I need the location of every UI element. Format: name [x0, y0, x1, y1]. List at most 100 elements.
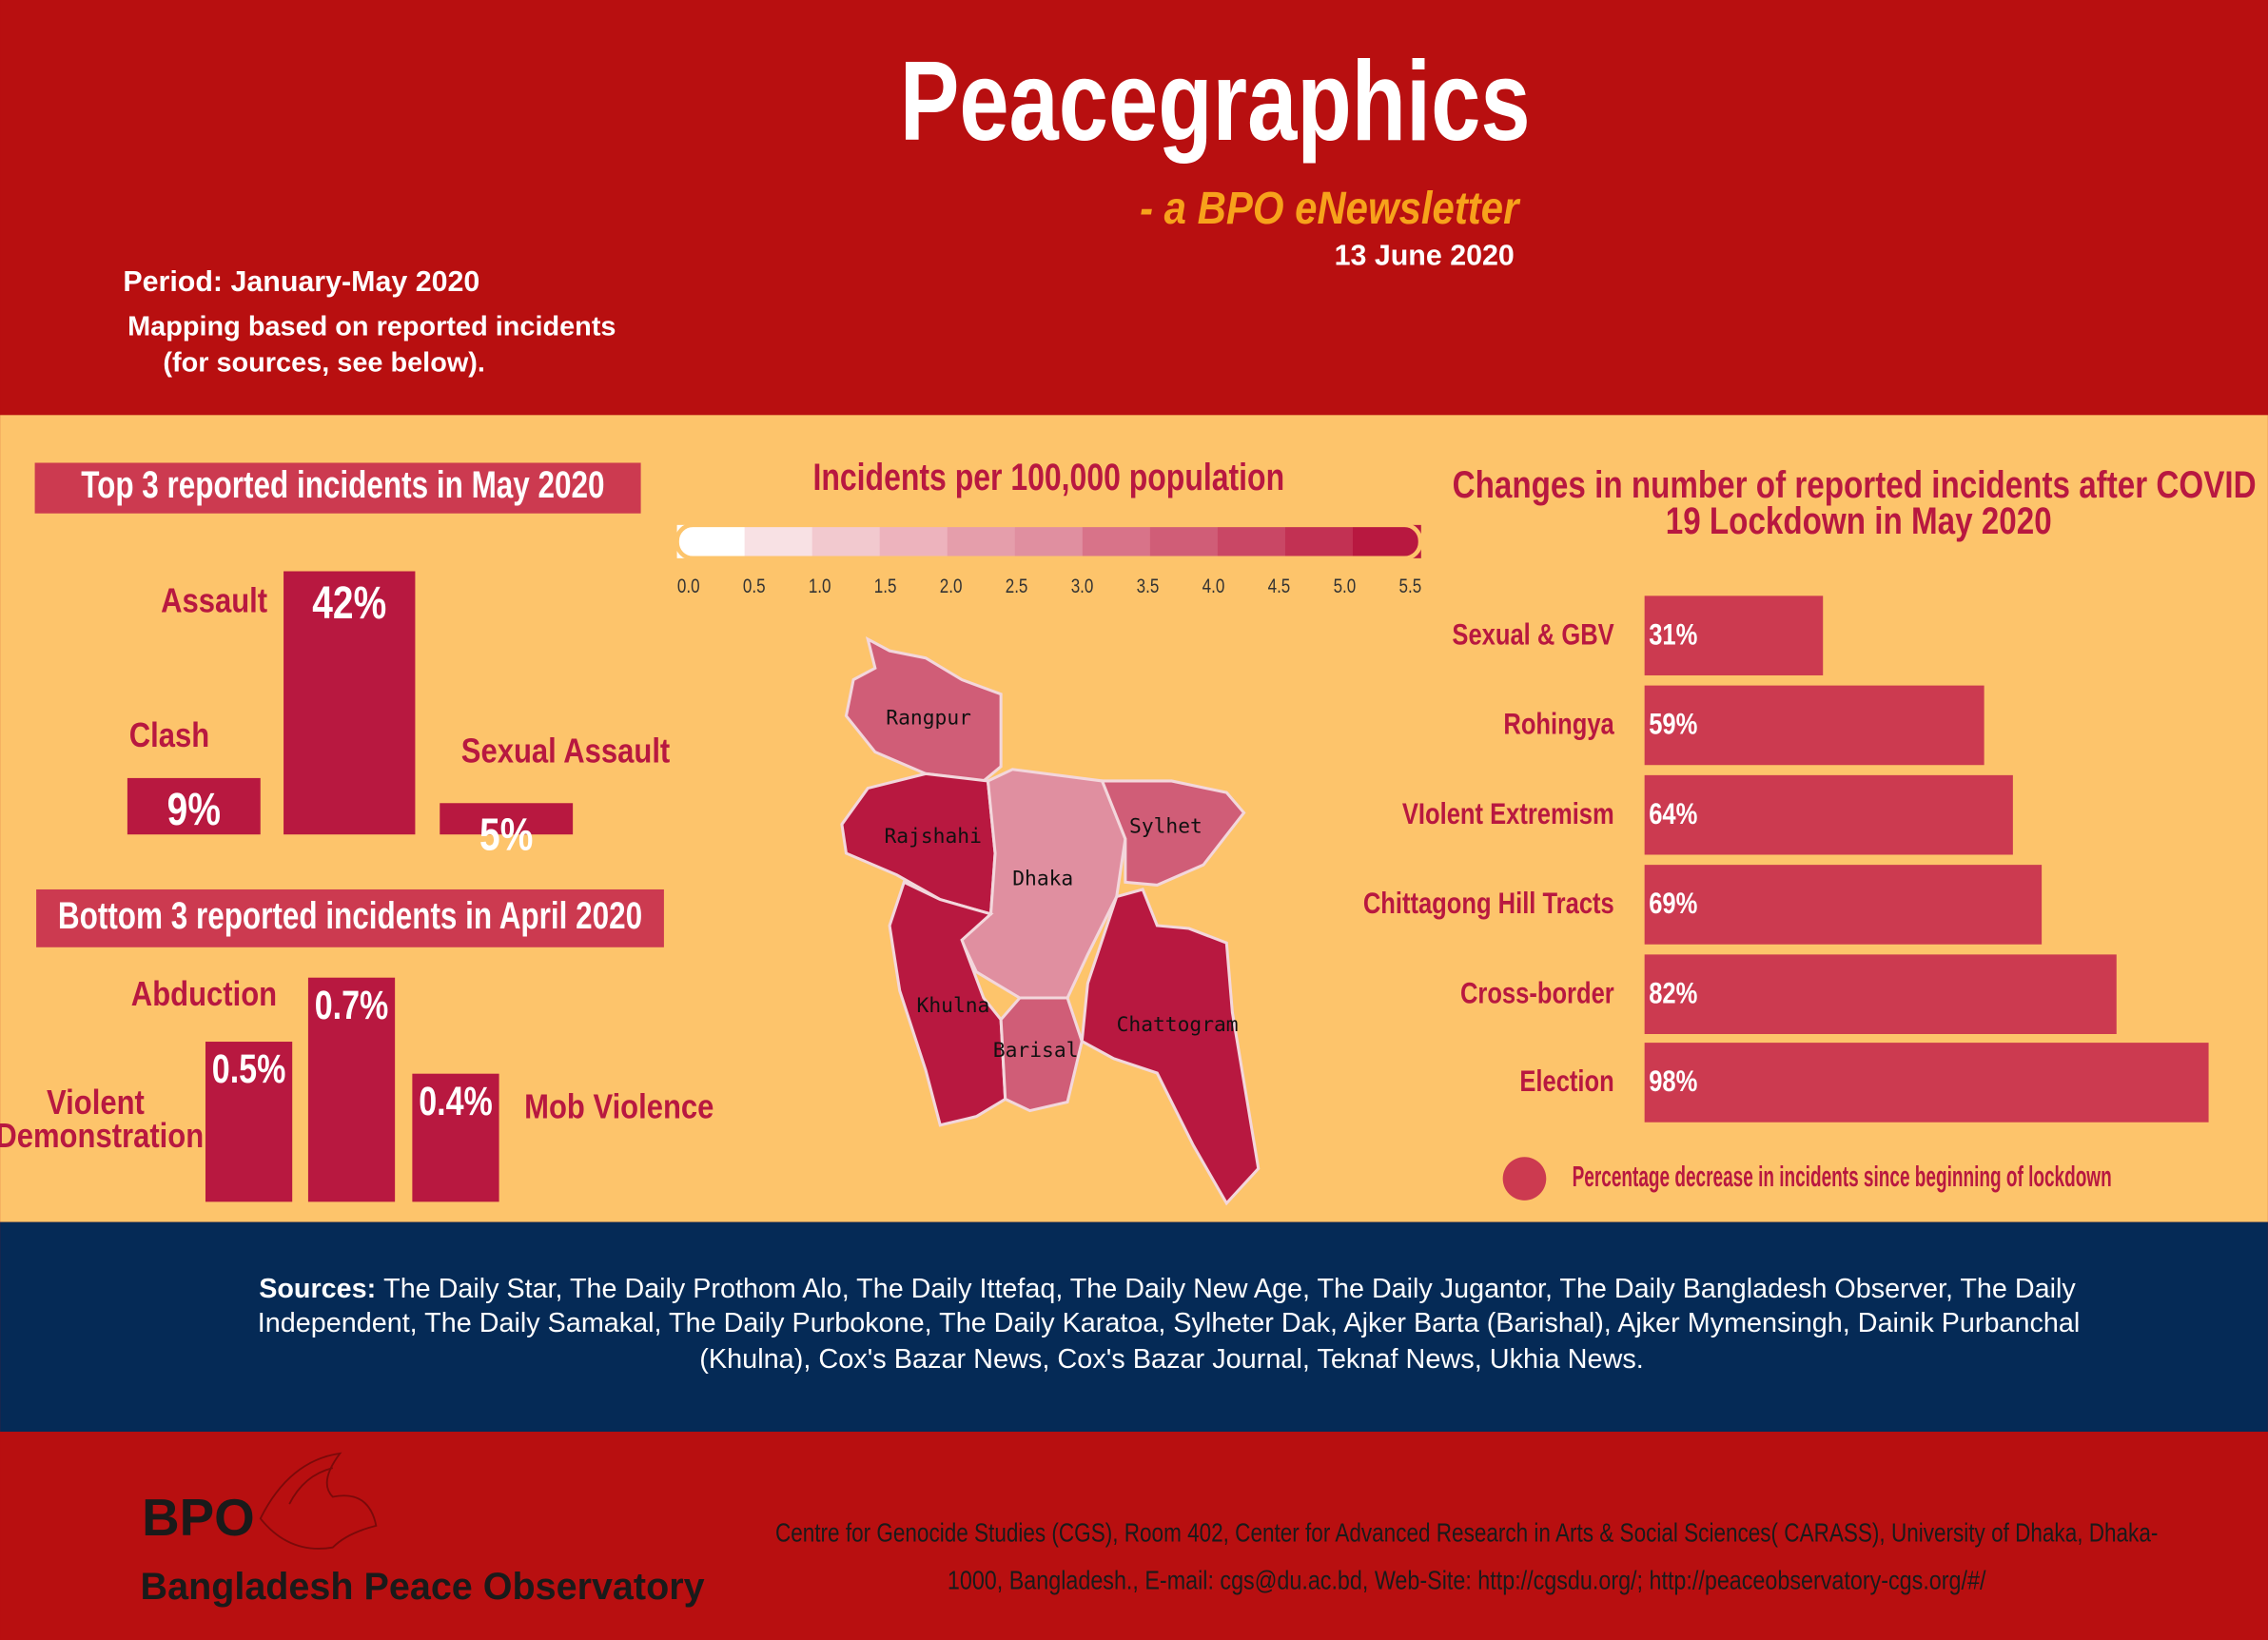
category-label: Violent Demonstration [0, 1084, 204, 1156]
value-label: 98% [1649, 1065, 1697, 1099]
chart-title: Incidents per 100,000 population [812, 457, 1284, 498]
category-label: VIolent Extremism [1402, 797, 1614, 830]
region-label: Rajshahi [884, 825, 981, 849]
value-label: 64% [1649, 797, 1697, 830]
chart-title: Changes in number of reported incidents … [1453, 463, 2257, 541]
colorbar-cell [811, 524, 881, 558]
colorbar-tick-label: 3.0 [1071, 576, 1094, 597]
date: 13 June 2020 [1335, 240, 1515, 272]
category-label: Assault [161, 581, 267, 620]
dove-logo [259, 1452, 378, 1550]
legend-swatch [1502, 1157, 1547, 1201]
sources-line: Independent, The Daily Samakal, The Dail… [258, 1308, 2081, 1338]
region [999, 996, 1084, 1113]
colorbar-tick-label: 5.5 [1399, 576, 1422, 597]
region-label: Rangpur [886, 707, 971, 731]
colorbar-cell [744, 524, 813, 558]
category-label: Sexual Assault [461, 732, 670, 771]
sources-band [0, 1221, 2268, 1433]
title-banner [34, 462, 641, 514]
colorbar-tick-label: 2.5 [1006, 576, 1028, 597]
category-label: Sexual & GBV [1452, 618, 1614, 652]
colorbar-tick-label: 2.0 [940, 576, 963, 597]
category-label: Abduction [131, 975, 277, 1014]
period: Period: January-May 2020 [123, 265, 479, 298]
colorbar-outline [675, 522, 1423, 561]
title-banner [36, 888, 664, 947]
value-label: 69% [1649, 888, 1697, 921]
region-label: Chattogram [1117, 1013, 1239, 1037]
value-label: 0.4% [419, 1079, 493, 1123]
category-label: Rohingya [1503, 708, 1614, 741]
sources-line: Sources: The Daily Star, The Daily Proth… [259, 1274, 2076, 1304]
category-label: Election [1519, 1065, 1613, 1099]
chart-title: Top 3 reported incidents in May 2020 [81, 464, 604, 506]
bar [1644, 1043, 2209, 1123]
category-label: Mob Violence [524, 1087, 714, 1126]
sources-label: Sources: [259, 1274, 376, 1304]
colorbar-tick-label: 1.5 [874, 576, 897, 597]
region-label: Khulna [917, 994, 990, 1018]
footer-org: Bangladesh Peace Observatory [141, 1566, 705, 1608]
sources-line: (Khulna), Cox's Bazar News, Cox's Bazar … [699, 1344, 1644, 1375]
footer-address: 1000, Bangladesh., E-mail: cgs@du.ac.bd,… [948, 1565, 1986, 1594]
bar [1644, 595, 1824, 675]
colorbar-cell [1352, 524, 1421, 558]
bar [412, 1073, 499, 1202]
bar [205, 1042, 293, 1202]
note: Mapping based on reported incidents [127, 312, 616, 342]
colorbar-cell [1014, 524, 1084, 558]
bar [127, 777, 261, 835]
colorbar-tick-label: 5.0 [1334, 576, 1357, 597]
footer-logo: BPO [142, 1488, 255, 1547]
sources-text: The Daily Star, The Daily Prothom Alo, T… [383, 1274, 2076, 1304]
footer-address: Centre for Genocide Studies (CGS), Room … [775, 1517, 2158, 1547]
colorbar-tick-label: 4.0 [1202, 576, 1225, 597]
colorbar-tick-label: 0.0 [677, 576, 700, 597]
colorbar-tick-label: 1.0 [809, 576, 831, 597]
value-label: 42% [312, 577, 386, 629]
value-label: 9% [167, 784, 221, 835]
value-label: 59% [1649, 708, 1697, 741]
colorbar-cell [676, 524, 746, 558]
colorbar-cell [1082, 524, 1151, 558]
colorbar-tick-label: 4.5 [1268, 576, 1291, 597]
colorbar-tick-label: 3.5 [1137, 576, 1160, 597]
chart-title: Bottom 3 reported incidents in April 202… [58, 895, 642, 937]
bar [1644, 685, 1984, 766]
subtitle: - a BPO eNewsletter [1140, 183, 1521, 234]
bar [284, 571, 416, 835]
bar [1644, 954, 2117, 1035]
region-label: Dhaka [1012, 867, 1073, 890]
colorbar-cell [1149, 524, 1219, 558]
region [1080, 888, 1261, 1206]
bar [1644, 865, 2043, 945]
bar [307, 977, 396, 1202]
region-label: Sylhet [1129, 815, 1202, 839]
note: (for sources, see below). [163, 348, 485, 379]
colorbar-cell [947, 524, 1016, 558]
value-label: 5% [479, 810, 533, 861]
legend-label: Percentage decrease in incidents since b… [1573, 1161, 2112, 1193]
colorbar-cell [1217, 524, 1286, 558]
region-label: Barisal [993, 1039, 1079, 1063]
value-label: 0.7% [315, 983, 389, 1027]
header-band [0, 0, 2268, 416]
main-title: Peacegraphics [900, 39, 1531, 165]
colorbar [675, 522, 1423, 561]
category-label: Chittagong Hill Tracts [1363, 888, 1614, 921]
colorbar-cell [879, 524, 948, 558]
bar [440, 803, 574, 835]
category-label: Clash [129, 716, 209, 755]
colorbar-cell [1284, 524, 1354, 558]
footer-band [0, 1432, 2268, 1640]
region [1100, 779, 1246, 887]
bar [1644, 774, 2013, 855]
colorbar-tick-label: 0.5 [743, 576, 766, 597]
value-label: 0.5% [212, 1047, 286, 1092]
category-label: Cross-border [1460, 977, 1614, 1010]
value-label: 82% [1649, 977, 1697, 1010]
